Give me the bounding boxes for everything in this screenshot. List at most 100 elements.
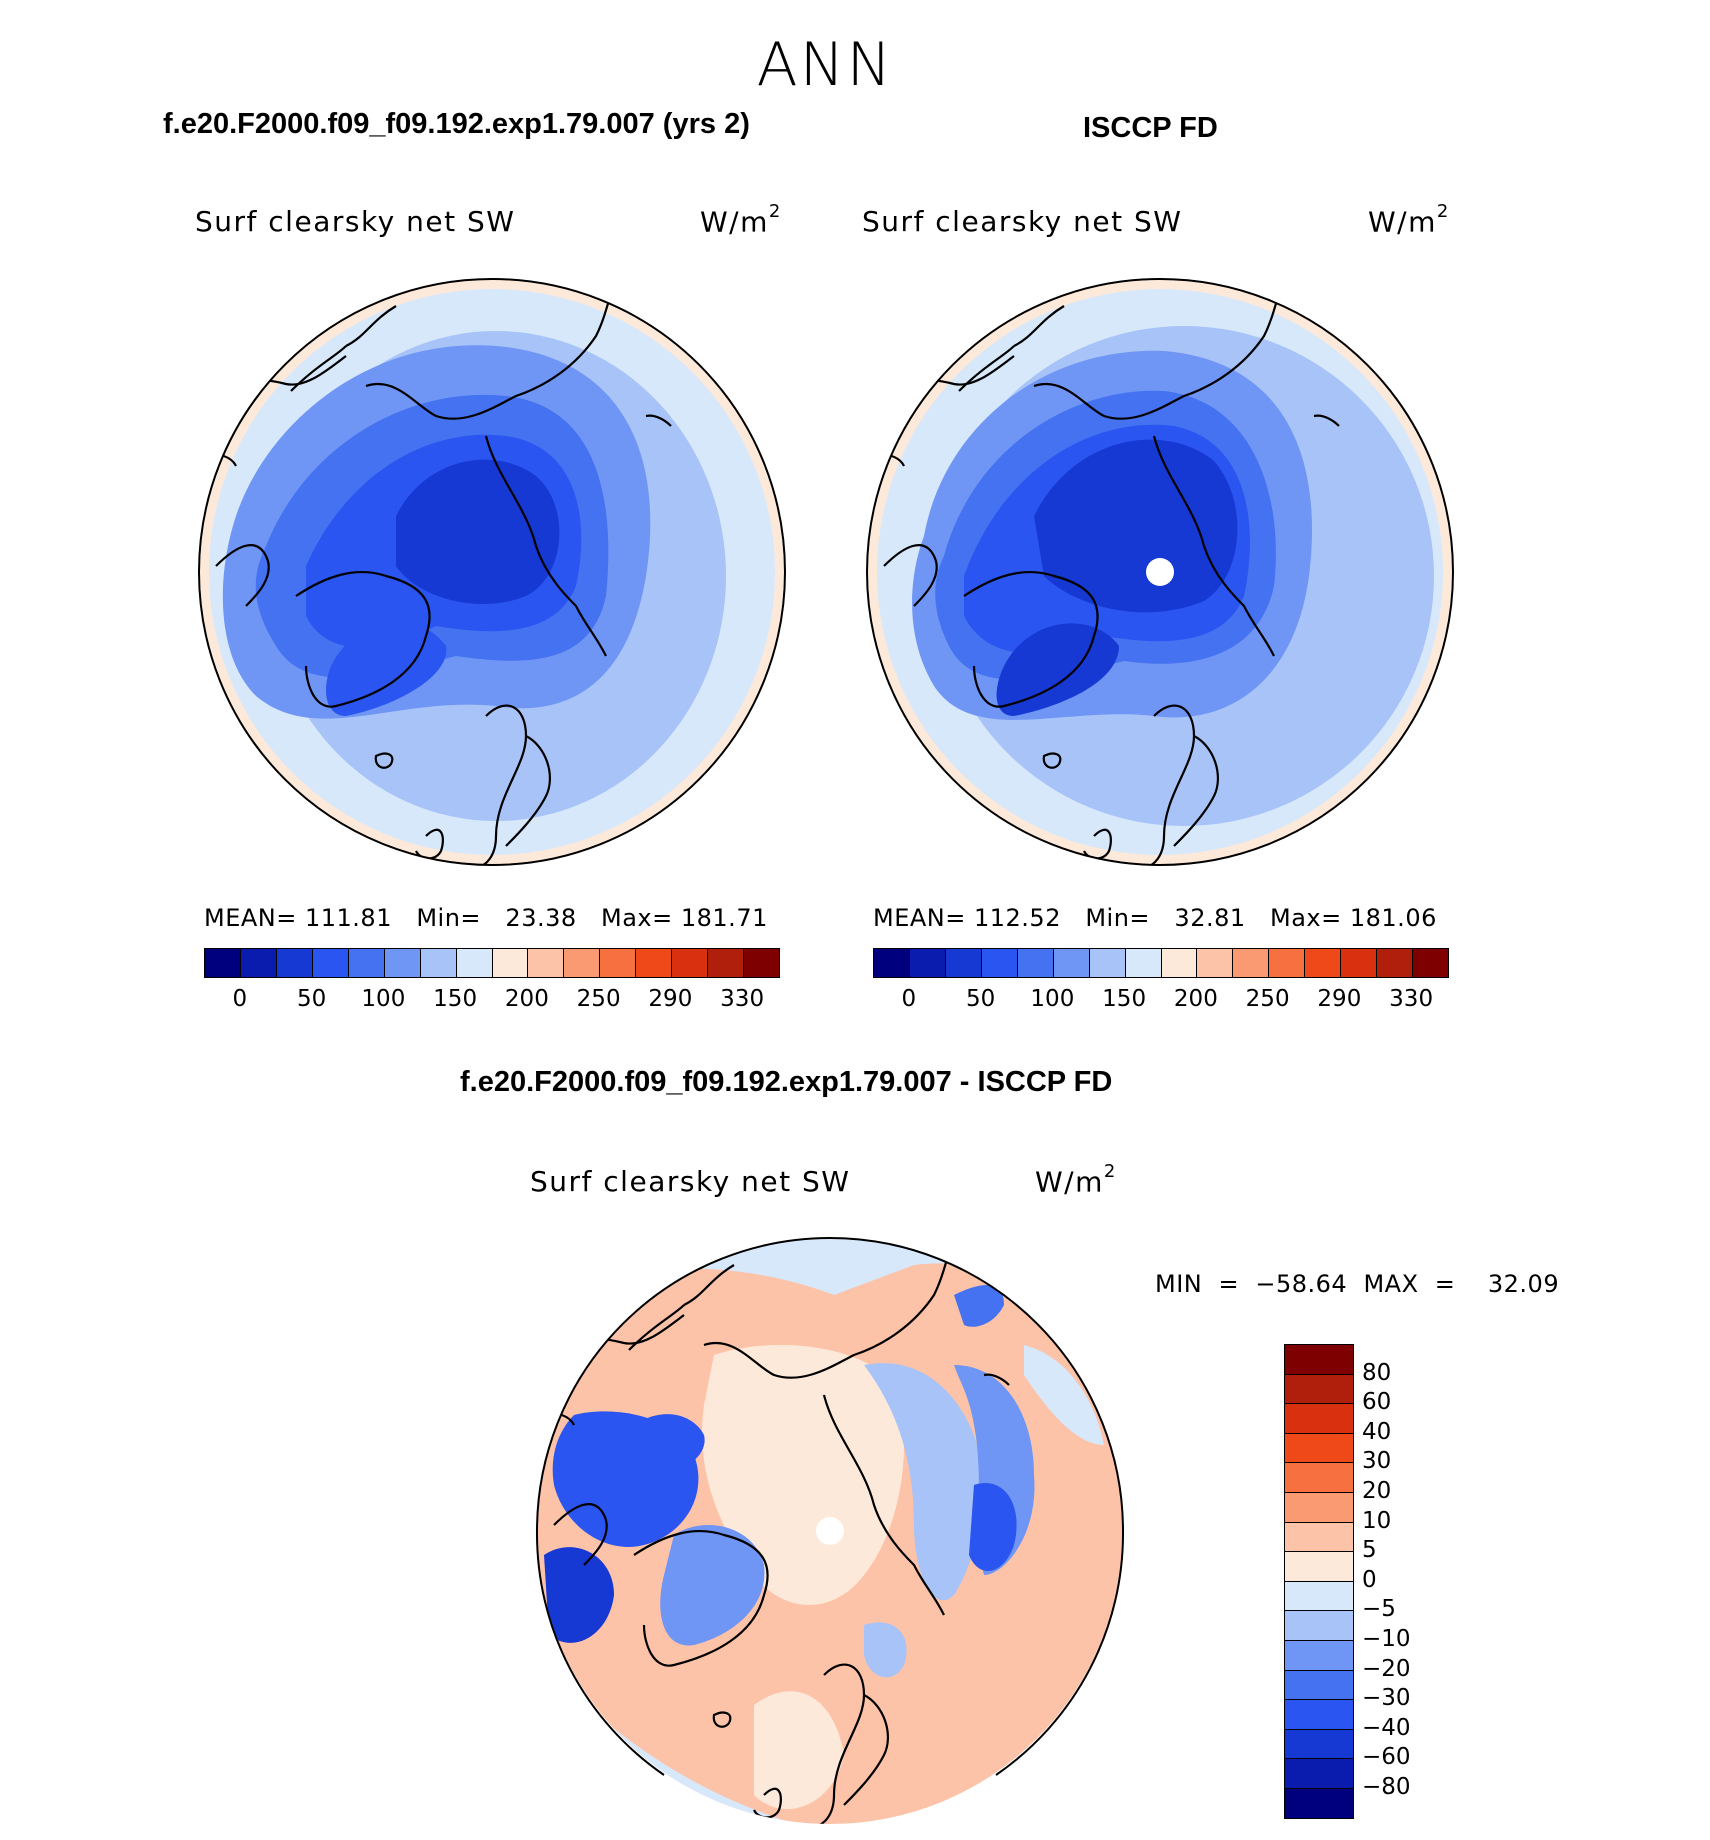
colorbar-swatch: [1285, 1759, 1353, 1789]
colorbar-tick-label: 0: [1362, 1566, 1377, 1593]
colorbar-swatch: [1285, 1433, 1353, 1464]
colorbar-model: [204, 948, 780, 978]
panel-title-model: f.e20.F2000.f09_f09.192.exp1.79.007 (yrs…: [163, 108, 750, 140]
polar-map-obs: [866, 278, 1454, 866]
colorbar-swatch: [1285, 1700, 1353, 1730]
colorbar-swatch: [874, 949, 910, 977]
colorbar-swatch: [240, 949, 277, 977]
colorbar-swatch: [1125, 949, 1162, 977]
colorbar-tick-label: 0: [901, 986, 917, 1012]
colorbar-tick-label: 50: [965, 986, 996, 1012]
variable-label-diff: Surf clearsky net SW: [530, 1165, 851, 1198]
colorbar-tick-label: 250: [576, 986, 621, 1012]
colorbar-tick-label: 150: [433, 986, 478, 1012]
colorbar-swatch: [205, 949, 241, 977]
variable-label-obs: Surf clearsky net SW: [862, 205, 1183, 238]
colorbar-swatch: [744, 949, 779, 977]
colorbar-tick-label: 50: [296, 986, 327, 1012]
colorbar-tick-label: 200: [1173, 986, 1218, 1012]
colorbar-swatch: [348, 949, 385, 977]
missing-data-pole: [1146, 558, 1174, 586]
colorbar-swatch: [1233, 949, 1270, 977]
colorbar-swatch: [1285, 1492, 1353, 1523]
colorbar-swatch: [1285, 1640, 1353, 1671]
colorbar-swatch: [1285, 1729, 1353, 1760]
stats-diff: MIN = −58.64 MAX = 32.09: [1155, 1270, 1560, 1298]
colorbar-swatch: [945, 949, 982, 977]
colorbar-swatch: [1017, 949, 1054, 977]
colorbar-swatch: [1197, 949, 1234, 977]
colorbar-tick-label: 80: [1362, 1359, 1392, 1386]
colorbar-swatch: [384, 949, 421, 977]
colorbar-tick-label: 40: [1362, 1418, 1392, 1445]
colorbar-obs: [873, 948, 1449, 978]
units-label-model: W/m2: [700, 201, 782, 239]
colorbar-swatch: [1285, 1552, 1353, 1582]
colorbar-tick-label: 290: [648, 986, 693, 1012]
colorbar-swatch: [528, 949, 565, 977]
colorbar-tick-label: 150: [1102, 986, 1147, 1012]
colorbar-swatch: [1285, 1581, 1353, 1612]
colorbar-swatch: [1089, 949, 1126, 977]
panel-title-obs: ISCCP FD: [1083, 112, 1218, 144]
colorbar-swatch: [492, 949, 529, 977]
colorbar-tick-label: 100: [1030, 986, 1075, 1012]
colorbar-tick-label: 290: [1317, 986, 1362, 1012]
units-label-diff: W/m2: [1035, 1161, 1117, 1199]
colorbar-swatch: [1285, 1345, 1353, 1375]
panel-title-diff: f.e20.F2000.f09_f09.192.exp1.79.007 - IS…: [460, 1066, 1113, 1098]
colorbar-swatch: [1285, 1374, 1353, 1405]
colorbar-tick-label: −30: [1362, 1685, 1411, 1712]
colorbar-swatch: [1377, 949, 1414, 977]
colorbar-swatch: [1269, 949, 1306, 977]
colorbar-swatch: [636, 949, 673, 977]
stats-model: MEAN= 111.81 Min= 23.38 Max= 181.71: [204, 904, 768, 932]
colorbar-swatch: [1341, 949, 1378, 977]
colorbar-swatch: [1285, 1788, 1353, 1818]
polar-map-diff: [535, 1237, 1125, 1824]
colorbar-swatch: [981, 949, 1018, 977]
colorbar-swatch: [708, 949, 745, 977]
variable-label-model: Surf clearsky net SW: [195, 205, 516, 238]
colorbar-tick-label: −60: [1362, 1744, 1411, 1771]
colorbar-swatch: [909, 949, 946, 977]
colorbar-tick-label: 30: [1362, 1448, 1392, 1475]
colorbar-swatch: [420, 949, 457, 977]
colorbar-tick-label: −80: [1362, 1774, 1411, 1800]
colorbar-swatch: [672, 949, 709, 977]
stats-obs: MEAN= 112.52 Min= 32.81 Max= 181.06: [873, 904, 1437, 932]
colorbar-swatch: [564, 949, 601, 977]
colorbar-tick-label: 100: [361, 986, 406, 1012]
colorbar-tick-label: 330: [720, 986, 765, 1012]
colorbar-swatch: [600, 949, 637, 977]
colorbar-swatch: [312, 949, 349, 977]
polar-map-model: [198, 278, 786, 866]
colorbar-tick-label: 10: [1362, 1507, 1392, 1534]
colorbar-swatch: [1285, 1404, 1353, 1434]
colorbar-swatch: [1285, 1611, 1353, 1641]
colorbar-swatch: [1161, 949, 1198, 977]
colorbar-tick-label: −20: [1362, 1655, 1411, 1682]
colorbar-swatch: [1285, 1463, 1353, 1493]
colorbar-swatch: [1285, 1522, 1353, 1553]
colorbar-tick-label: 330: [1389, 986, 1434, 1012]
colorbar-tick-label: 0: [232, 986, 248, 1012]
colorbar-swatch: [1305, 949, 1342, 977]
colorbar-diff: [1284, 1344, 1354, 1819]
colorbar-tick-label: 250: [1245, 986, 1290, 1012]
colorbar-tick-label: 200: [504, 986, 549, 1012]
units-label-obs: W/m2: [1368, 201, 1450, 239]
colorbar-swatch: [276, 949, 313, 977]
colorbar-tick-label: −10: [1362, 1626, 1411, 1652]
colorbar-tick-label: 60: [1362, 1389, 1392, 1416]
colorbar-tick-label: 5: [1362, 1537, 1377, 1564]
colorbar-swatch: [456, 949, 493, 977]
colorbar-tick-label: −40: [1362, 1714, 1411, 1741]
colorbar-swatch: [1413, 949, 1448, 977]
figure-title: ANN: [756, 30, 894, 100]
colorbar-tick-label: 20: [1362, 1478, 1392, 1504]
missing-data-pole-diff: [816, 1517, 844, 1545]
colorbar-swatch: [1053, 949, 1090, 977]
colorbar-tick-label: −5: [1362, 1596, 1396, 1623]
colorbar-swatch: [1285, 1670, 1353, 1701]
